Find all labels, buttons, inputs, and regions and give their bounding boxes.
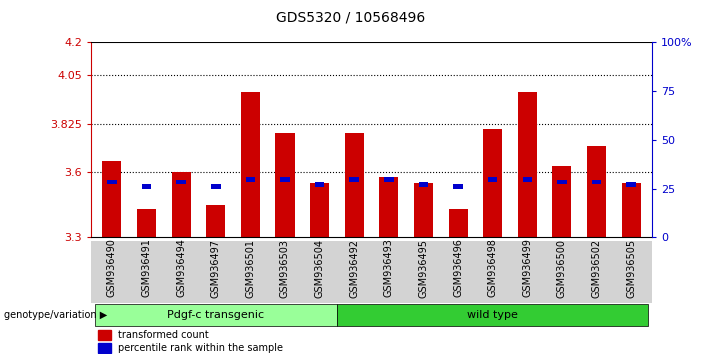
Bar	[350, 177, 359, 182]
Bar	[315, 182, 325, 187]
Bar	[454, 184, 463, 189]
Bar	[622, 183, 641, 237]
Text: wild type: wild type	[468, 310, 518, 320]
Bar	[102, 161, 121, 237]
Bar	[552, 166, 571, 237]
Bar	[206, 205, 225, 237]
Bar	[557, 179, 566, 184]
Bar	[414, 183, 433, 237]
Bar	[518, 92, 537, 237]
Bar	[587, 146, 606, 237]
Bar	[172, 172, 191, 237]
Bar	[275, 133, 294, 237]
Bar	[310, 183, 329, 237]
Bar	[137, 209, 156, 237]
Bar	[483, 129, 502, 237]
Text: transformed count: transformed count	[118, 330, 208, 340]
Text: genotype/variation ▶: genotype/variation ▶	[4, 310, 107, 320]
Bar	[280, 177, 290, 182]
Text: Pdgf-c transgenic: Pdgf-c transgenic	[168, 310, 264, 320]
Bar	[245, 177, 255, 182]
Bar	[177, 179, 186, 184]
Bar	[345, 133, 364, 237]
Text: GDS5320 / 10568496: GDS5320 / 10568496	[276, 11, 425, 25]
Bar	[418, 182, 428, 187]
Bar	[211, 184, 221, 189]
Bar	[142, 184, 151, 189]
Bar	[241, 92, 260, 237]
Bar	[488, 177, 498, 182]
Bar	[384, 177, 393, 182]
Bar	[107, 179, 116, 184]
Bar	[522, 177, 532, 182]
Bar	[592, 179, 601, 184]
Text: percentile rank within the sample: percentile rank within the sample	[118, 343, 283, 353]
Bar	[449, 209, 468, 237]
Bar	[627, 182, 636, 187]
Bar	[379, 177, 398, 237]
